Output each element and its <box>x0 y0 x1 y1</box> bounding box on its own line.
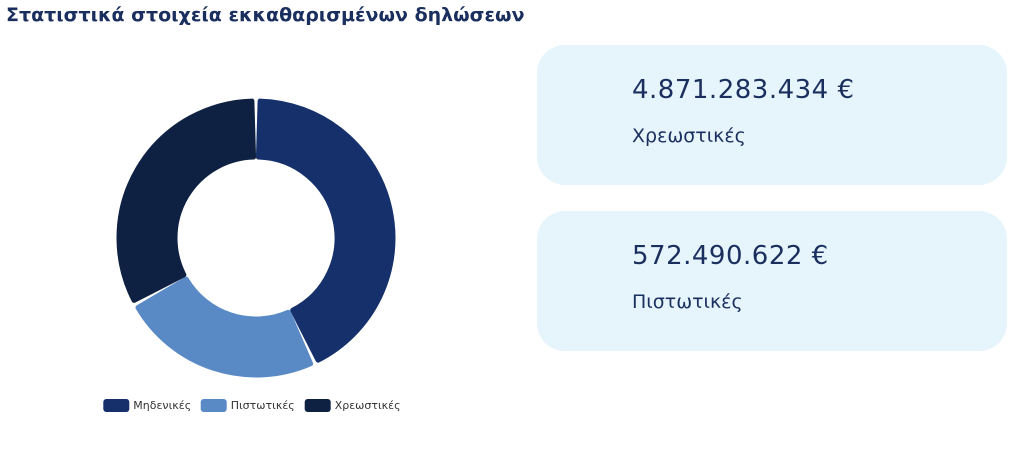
card-amount: 572.490.622 € <box>632 241 829 271</box>
stat-card: 4.871.283.434 € Χρεωστικές <box>537 45 1007 185</box>
card-amount: 4.871.283.434 € <box>632 75 855 105</box>
legend-swatch <box>304 399 331 412</box>
legend-label: Χρεωστικές <box>335 399 401 412</box>
card-label: Πιστωτικές <box>632 291 743 313</box>
pie-slice <box>116 98 257 303</box>
chart: Μηδενικές Πιστωτικές Χρεωστικές <box>103 98 401 412</box>
legend-swatch <box>103 399 130 412</box>
legend-label: Πιστωτικές <box>231 399 295 412</box>
legend-label: Μηδενικές <box>133 399 191 412</box>
pie-slice <box>255 98 396 363</box>
card-label: Χρεωστικές <box>632 125 746 147</box>
stat-card: 572.490.622 € Πιστωτικές <box>537 211 1007 351</box>
chart-title: Στατιστικά στοιχεία εκκαθαρισμένων δηλώσ… <box>6 4 525 26</box>
pie-slice <box>135 276 314 378</box>
legend-swatch <box>200 399 227 412</box>
